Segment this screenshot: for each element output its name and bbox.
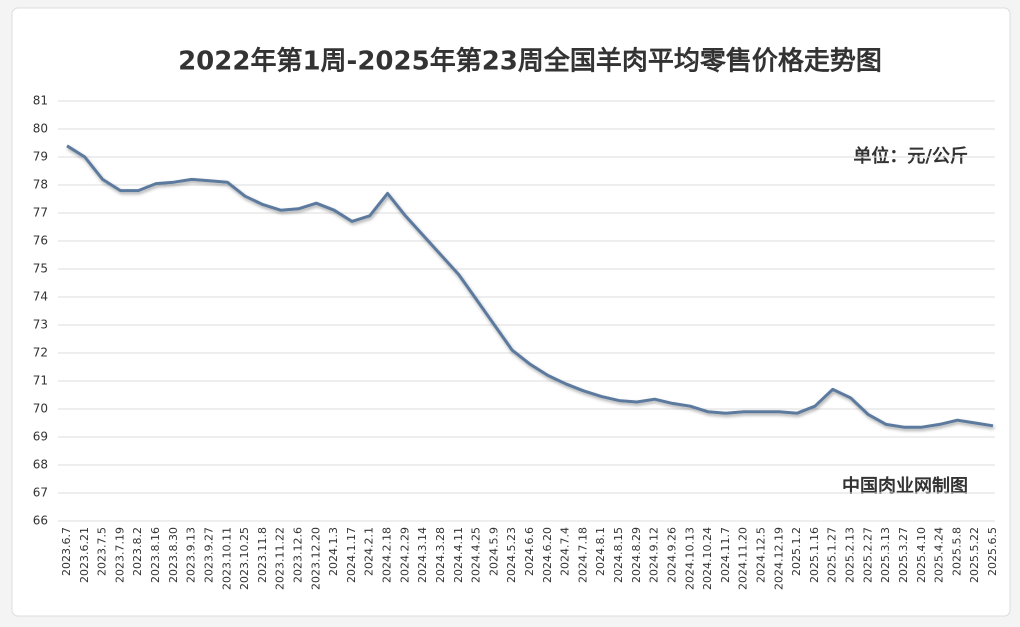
x-tick-label: 2024.6.20 xyxy=(541,527,554,583)
x-tick-label: 2024.3.28 xyxy=(434,527,447,583)
y-tick-label: 80 xyxy=(33,122,48,136)
source-label: 中国肉业网制图 xyxy=(842,475,968,497)
x-tick-label: 2024.2.29 xyxy=(398,527,411,583)
y-tick-label: 77 xyxy=(33,206,48,220)
x-tick-label: 2024.7.4 xyxy=(559,527,572,576)
y-tick-label: 66 xyxy=(33,514,48,528)
y-tick-label: 81 xyxy=(33,94,48,108)
x-tick-label: 2023.9.13 xyxy=(185,527,198,583)
x-tick-label: 2024.8.29 xyxy=(630,527,643,583)
x-tick-label: 2025.4.24 xyxy=(933,527,946,583)
x-tick-label: 2023.6.21 xyxy=(78,527,91,583)
x-tick-label: 2024.5.9 xyxy=(487,527,500,576)
y-tick-label: 73 xyxy=(33,318,48,332)
x-tick-label: 2025.1.2 xyxy=(790,527,803,576)
x-tick-label: 2024.12.19 xyxy=(772,527,785,590)
x-tick-label: 2024.8.15 xyxy=(612,527,625,583)
x-tick-label: 2024.9.26 xyxy=(665,527,678,583)
y-tick-label: 70 xyxy=(33,402,48,416)
x-tick-label: 2023.10.25 xyxy=(238,527,251,590)
x-tick-label: 2023.8.2 xyxy=(131,527,144,576)
x-tick-label: 2025.5.8 xyxy=(950,527,963,576)
x-tick-label: 2023.12.6 xyxy=(292,527,305,583)
y-tick-label: 75 xyxy=(33,262,48,276)
chart-title: 2022年第1周-2025年第23周全国羊肉平均零售价格走势图 xyxy=(178,46,882,77)
x-tick-label: 2025.6.5 xyxy=(986,527,999,576)
x-tick-label: 2023.10.11 xyxy=(220,527,233,590)
x-tick-label: 2025.4.10 xyxy=(915,527,928,583)
x-tick-label: 2023.7.5 xyxy=(96,527,109,576)
x-tick-label: 2024.12.5 xyxy=(755,527,768,583)
x-tick-label: 2023.8.30 xyxy=(167,527,180,583)
x-tick-label: 2025.2.13 xyxy=(844,527,857,583)
x-tick-label: 2023.8.16 xyxy=(149,527,162,583)
y-tick-label: 72 xyxy=(33,346,48,360)
x-tick-label: 2024.9.12 xyxy=(648,527,661,583)
x-tick-label: 2023.7.19 xyxy=(113,527,126,583)
unit-label: 单位：元/公斤 xyxy=(853,145,968,167)
x-tick-label: 2024.4.25 xyxy=(470,527,483,583)
x-tick-label: 2024.10.24 xyxy=(701,527,714,590)
x-tick-label: 2023.9.27 xyxy=(202,527,215,583)
x-tick-label: 2024.11.20 xyxy=(737,527,750,590)
y-tick-label: 79 xyxy=(33,150,48,164)
x-tick-label: 2023.6.7 xyxy=(60,527,73,576)
x-tick-label: 2024.8.1 xyxy=(594,527,607,576)
x-tick-label: 2025.2.27 xyxy=(861,527,874,583)
x-tick-label: 2024.1.3 xyxy=(327,527,340,576)
x-tick-label: 2024.2.18 xyxy=(381,527,394,583)
x-tick-label: 2023.11.8 xyxy=(256,527,269,583)
x-tick-label: 2024.10.13 xyxy=(683,527,696,590)
x-tick-label: 2023.11.22 xyxy=(274,527,287,590)
y-tick-label: 68 xyxy=(33,458,48,472)
y-tick-label: 74 xyxy=(33,290,48,304)
data-line xyxy=(66,144,994,429)
x-tick-label: 2024.3.14 xyxy=(416,527,429,583)
y-tick-label: 78 xyxy=(33,178,48,192)
x-tick-label: 2025.1.16 xyxy=(808,527,821,583)
x-tick-label: 2024.7.18 xyxy=(576,527,589,583)
x-tick-label: 2025.3.13 xyxy=(879,527,892,583)
x-tick-label: 2025.1.27 xyxy=(826,527,839,583)
x-tick-label: 2024.11.7 xyxy=(719,527,732,583)
x-tick-label: 2024.4.11 xyxy=(452,527,465,583)
x-tick-label: 2024.1.17 xyxy=(345,527,358,583)
y-tick-label: 76 xyxy=(33,234,48,248)
y-tick-label: 69 xyxy=(33,430,48,444)
card xyxy=(11,7,1011,617)
x-tick-label: 2025.5.22 xyxy=(968,527,981,583)
y-tick-label: 67 xyxy=(33,486,48,500)
x-tick-label: 2023.12.20 xyxy=(309,527,322,590)
x-tick-label: 2024.5.23 xyxy=(505,527,518,583)
x-tick-label: 2025.3.27 xyxy=(897,527,910,583)
x-tick-label: 2024.2.1 xyxy=(363,527,376,576)
x-tick-label: 2024.6.6 xyxy=(523,527,536,576)
y-tick-label: 71 xyxy=(33,374,48,388)
